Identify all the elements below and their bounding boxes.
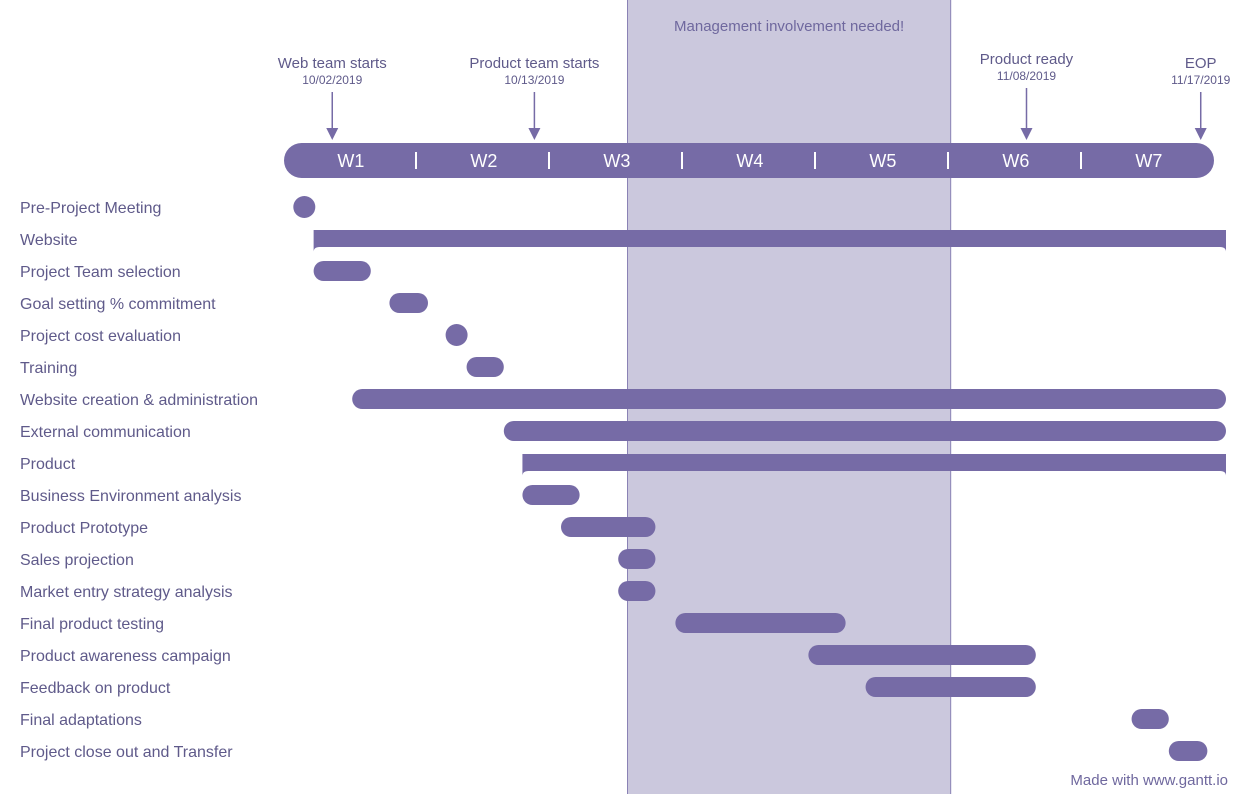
task-bar — [352, 389, 1226, 409]
task-bar — [1131, 709, 1169, 729]
week-label-w2: W2 — [470, 151, 497, 171]
task-label: Product awareness campaign — [20, 648, 231, 665]
week-label-w7: W7 — [1135, 151, 1162, 171]
task-bar — [865, 677, 1036, 697]
week-label-w4: W4 — [736, 151, 763, 171]
task-bar — [466, 357, 504, 377]
task-bar — [675, 613, 846, 633]
week-label-w3: W3 — [603, 151, 630, 171]
task-bar — [522, 485, 580, 505]
timeline-bar — [284, 143, 1214, 178]
task-label: Sales projection — [20, 552, 134, 569]
task-label: Goal setting % commitment — [20, 296, 216, 313]
task-milestone-dot — [293, 196, 316, 218]
task-bar — [618, 549, 656, 569]
milestone-date: 10/13/2019 — [504, 73, 564, 87]
milestone-date: 11/17/2019 — [1171, 73, 1230, 87]
task-bar — [561, 517, 656, 537]
milestone-label: Product team starts — [469, 55, 599, 72]
task-bar — [1168, 741, 1208, 761]
task-group-bar — [522, 454, 1226, 476]
task-label: Website — [20, 232, 78, 249]
task-label: Project Team selection — [20, 264, 181, 281]
milestone-arrow-head — [528, 128, 541, 140]
task-bar — [389, 293, 428, 313]
milestone-label: Product ready — [980, 51, 1074, 68]
milestone-arrow-head — [326, 128, 339, 140]
task-layer: Pre-Project Meeting Website Project Team s… — [20, 196, 1226, 761]
milestone-date: 11/08/2019 — [997, 69, 1056, 83]
timeline-layer: W1 W2 W3 W4 W5 W6 W7 — [284, 143, 1214, 178]
milestone-date: 10/02/2019 — [302, 73, 362, 87]
milestone-label: EOP — [1185, 55, 1217, 72]
task-label: Final product testing — [20, 616, 164, 633]
task-label: Feedback on product — [20, 680, 171, 697]
credit-text: Made with www.gantt.io — [1070, 772, 1228, 789]
week-label-w6: W6 — [1002, 151, 1029, 171]
task-label: Product Prototype — [20, 520, 148, 537]
task-bar — [313, 261, 371, 281]
milestone-label: Web team starts — [278, 55, 387, 72]
task-bar — [503, 421, 1226, 441]
task-label: External communication — [20, 424, 191, 441]
week-label-w5: W5 — [869, 151, 896, 171]
task-group-bar — [313, 230, 1226, 252]
task-milestone-dot — [445, 324, 468, 346]
milestone-arrow-head — [1020, 128, 1033, 140]
task-label: Training — [20, 360, 77, 377]
week-label-w1: W1 — [337, 151, 364, 171]
task-label: Project cost evaluation — [20, 328, 181, 345]
task-bar — [808, 645, 1036, 665]
task-bar — [618, 581, 656, 601]
task-label: Business Environment analysis — [20, 488, 241, 505]
task-label: Project close out and Transfer — [20, 744, 233, 761]
milestone-arrow-head — [1194, 128, 1207, 140]
task-label: Final adaptations — [20, 712, 142, 729]
task-label: Website creation & administration — [20, 392, 258, 409]
task-label: Pre-Project Meeting — [20, 200, 161, 217]
task-label: Product — [20, 456, 76, 473]
task-label: Market entry strategy analysis — [20, 584, 233, 601]
management-band-label: Management involvement needed! — [674, 18, 904, 35]
